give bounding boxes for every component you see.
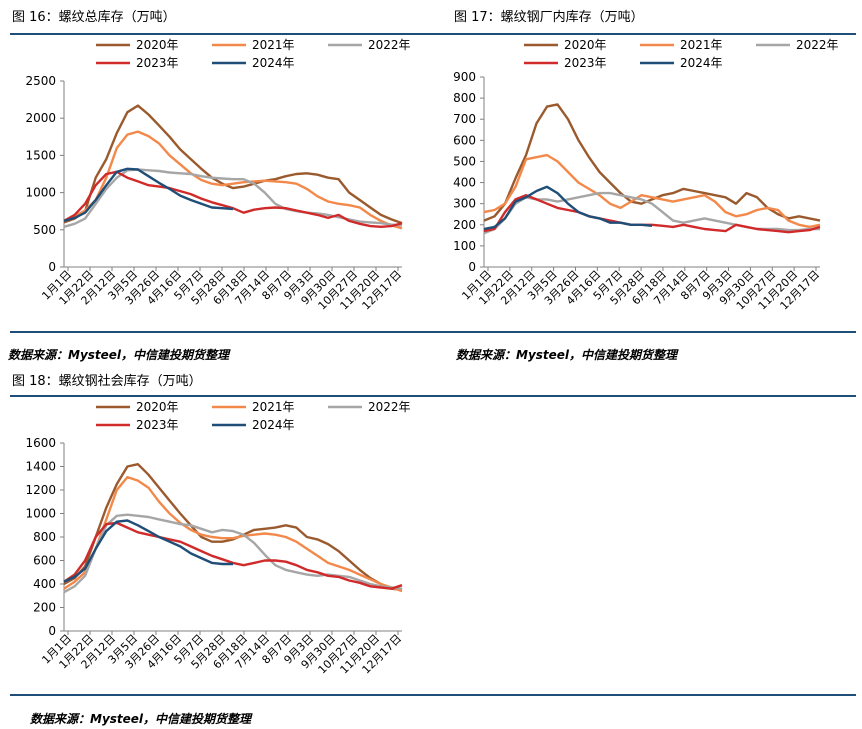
fig17-title: 图 17：螺纹钢厂内库存（万吨） (454, 10, 644, 25)
series-line-2020年 (483, 103, 821, 222)
fig17-chart: 01002003004005006007008009001月1日1月22日2月1… (453, 38, 839, 312)
legend-label: 2024年 (252, 56, 295, 70)
legend-label: 2023年 (136, 56, 179, 70)
y-tick-label: 0 (48, 624, 56, 638)
fig18-title: 图 18：螺纹钢社会库存（万吨） (12, 374, 202, 389)
y-tick-label: 1000 (25, 186, 56, 200)
series-line-2020年 (63, 462, 403, 592)
series-line-2022年 (63, 168, 403, 228)
fig17-bottom-rule (438, 331, 856, 333)
y-tick-label: 700 (453, 112, 476, 126)
series-line-2023年 (483, 193, 821, 234)
series-line-2021年 (483, 153, 821, 229)
fig16-top-rule (10, 33, 438, 35)
fig18-top-rule (10, 395, 856, 397)
legend-label: 2024年 (252, 418, 295, 432)
y-tick-label: 1500 (25, 148, 56, 162)
y-tick-label: 0 (468, 260, 476, 274)
legend-label: 2020年 (564, 38, 607, 52)
y-tick-label: 500 (453, 154, 476, 168)
legend-label: 2020年 (136, 400, 179, 414)
legend-label: 2021年 (252, 38, 295, 52)
fig18-source: 数据来源：Mysteel，中信建投期货整理 (30, 712, 252, 726)
legend-label: 2022年 (368, 400, 411, 414)
y-tick-label: 800 (33, 530, 56, 544)
y-tick-label: 900 (453, 70, 476, 84)
fig16-source: 数据来源：Mysteel，中信建投期货整理 (8, 348, 230, 362)
fig16-chart: 050010001500200025001月1日1月22日2月12日3月5日3月… (25, 38, 411, 312)
legend-label: 2023年 (136, 418, 179, 432)
series-line-2024年 (63, 167, 234, 223)
series-line-2021年 (63, 475, 403, 593)
fig18-bottom-rule (10, 694, 856, 696)
y-tick-label: 1000 (25, 507, 56, 521)
y-tick-label: 0 (48, 260, 56, 274)
fig16-title: 图 16：螺纹总库存（万吨） (12, 10, 176, 25)
legend-label: 2022年 (368, 38, 411, 52)
legend-label: 2020年 (136, 38, 179, 52)
series-line-2022年 (63, 513, 403, 594)
legend-label: 2021年 (680, 38, 723, 52)
y-tick-label: 600 (453, 133, 476, 147)
legend-label: 2022年 (796, 38, 839, 52)
series-line-2021年 (63, 130, 403, 230)
y-tick-label: 2500 (25, 74, 56, 88)
y-tick-label: 500 (33, 223, 56, 237)
y-tick-label: 400 (453, 176, 476, 190)
y-tick-label: 600 (33, 554, 56, 568)
y-tick-label: 1200 (25, 483, 56, 497)
legend-label: 2023年 (564, 56, 607, 70)
y-tick-label: 200 (33, 601, 56, 615)
series-line-2020年 (63, 104, 403, 225)
legend-label: 2021年 (252, 400, 295, 414)
fig17-top-rule (438, 33, 856, 35)
y-tick-label: 2000 (25, 111, 56, 125)
y-tick-label: 1400 (25, 460, 56, 474)
series-line-2024年 (63, 519, 233, 583)
y-tick-label: 200 (453, 218, 476, 232)
fig16-bottom-rule (10, 331, 438, 333)
series-line-2024年 (483, 185, 653, 231)
y-tick-label: 1600 (25, 436, 56, 450)
legend-label: 2024年 (680, 56, 723, 70)
y-tick-label: 400 (33, 577, 56, 591)
y-tick-label: 300 (453, 197, 476, 211)
fig17-source: 数据来源：Mysteel，中信建投期货整理 (456, 348, 678, 362)
fig18-chart: 020040060080010001200140016001月1日1月22日2月… (25, 400, 411, 676)
y-tick-label: 800 (453, 91, 476, 105)
y-tick-label: 100 (453, 239, 476, 253)
